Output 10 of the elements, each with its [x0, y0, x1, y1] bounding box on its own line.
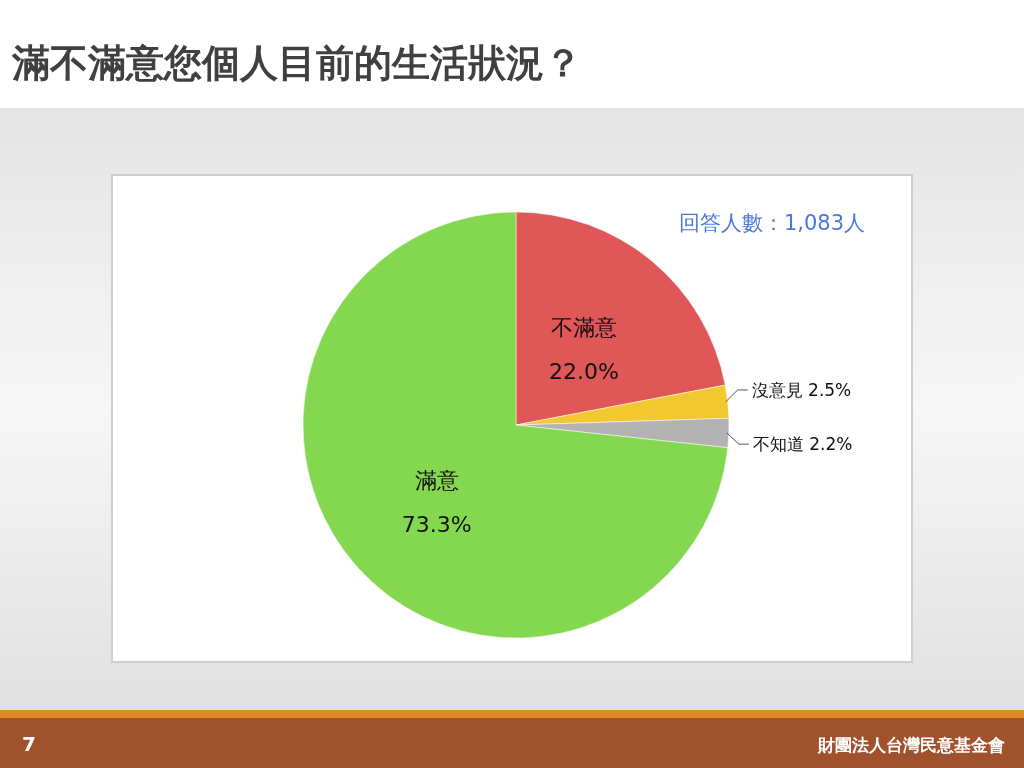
text: 財團法人台灣民意基金會 — [817, 735, 1005, 755]
slice-label: 沒意見 2.5% — [751, 379, 852, 400]
text: 7 — [22, 732, 36, 756]
data-label: 22.0% — [548, 358, 619, 384]
data-label: 73.3% — [401, 512, 472, 538]
slice-label: 滿意 — [414, 468, 459, 494]
slice-label: 不滿意 — [550, 314, 617, 340]
chart-title: 滿不滿意您個人目前的生活狀況？ — [11, 41, 582, 85]
text: 回答人數：1,083人 — [678, 211, 865, 235]
slice-label: 不知道 2.2% — [752, 434, 853, 455]
